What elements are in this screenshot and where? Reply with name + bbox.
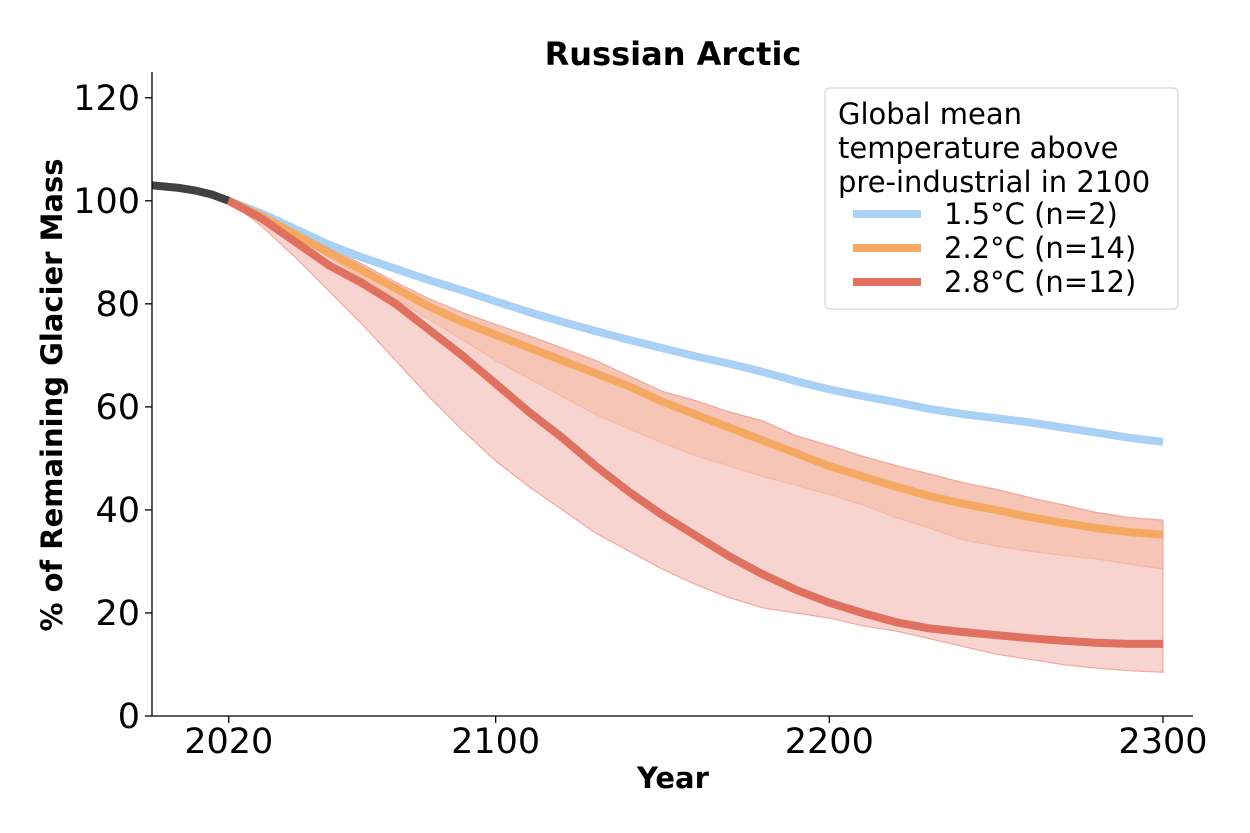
x-tick-label: 2020 (184, 722, 273, 762)
line-series-0 (227, 197, 1164, 446)
y-axis-label: % of Remaining Glacier Mass (35, 158, 69, 631)
legend-title-line-1: Global mean (838, 97, 1022, 131)
line-series-2 (226, 197, 1163, 648)
x-tick-label: 2300 (1118, 722, 1207, 762)
series-lines (151, 181, 1164, 648)
y-tick-label: 80 (95, 285, 140, 325)
y-tick-label: 120 (73, 79, 140, 119)
legend-title-line-3: pre-industrial in 2100 (838, 165, 1150, 199)
chart-title: Russian Arctic (545, 35, 802, 73)
legend-label-1: 2.2°C (n=14) (944, 231, 1136, 265)
y-tick-label: 0 (118, 697, 140, 737)
legend: Global mean temperature above pre-indust… (824, 87, 1179, 310)
x-ticks: 2020 2100 2200 2300 (184, 716, 1208, 762)
legend-title-line-2: temperature above (838, 131, 1118, 165)
axes (151, 72, 1193, 717)
legend-label-0: 1.5°C (n=2) (944, 197, 1118, 231)
legend-frame (824, 87, 1179, 310)
line-series-1 (227, 197, 1164, 539)
y-tick-label: 100 (73, 182, 140, 222)
legend-entries: 1.5°C (n=2)2.2°C (n=14)2.8°C (n=12) (853, 197, 1136, 299)
y-tick-label: 60 (95, 388, 140, 428)
x-axis-label: Year (636, 761, 710, 795)
y-ticks: 0 20 40 60 80 100 120 (73, 79, 152, 737)
line-historical (151, 181, 231, 205)
legend-label-2: 2.8°C (n=12) (944, 265, 1136, 299)
y-tick-label: 40 (95, 491, 140, 531)
x-tick-label: 2100 (451, 722, 540, 762)
x-tick-label: 2200 (785, 722, 874, 762)
y-tick-label: 20 (95, 594, 140, 634)
